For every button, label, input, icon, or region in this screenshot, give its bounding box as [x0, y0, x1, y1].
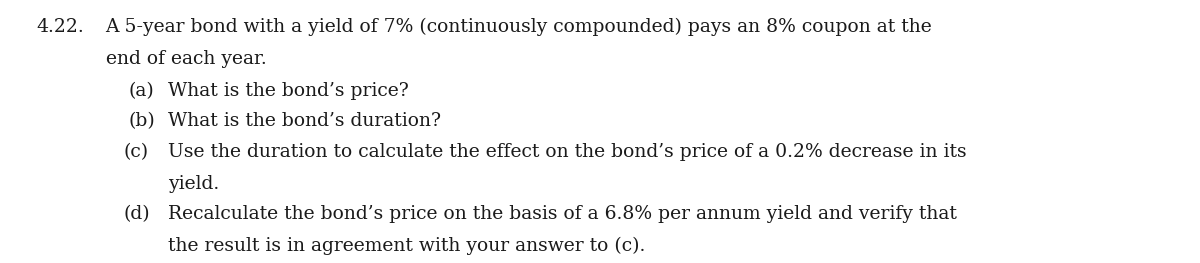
Text: A 5-year bond with a yield of 7% (continuously compounded) pays an 8% coupon at : A 5-year bond with a yield of 7% (contin…	[106, 18, 932, 36]
Text: yield.: yield.	[168, 175, 220, 193]
Text: (a): (a)	[128, 82, 154, 100]
Text: Recalculate the bond’s price on the basis of a 6.8% per annum yield and verify t: Recalculate the bond’s price on the basi…	[168, 205, 956, 223]
Text: What is the bond’s duration?: What is the bond’s duration?	[168, 112, 442, 130]
Text: end of each year.: end of each year.	[106, 50, 266, 68]
Text: 4.22.: 4.22.	[36, 18, 84, 36]
Text: (c): (c)	[124, 143, 149, 161]
Text: the result is in agreement with your answer to (c).: the result is in agreement with your ans…	[168, 237, 646, 255]
Text: What is the bond’s price?: What is the bond’s price?	[168, 82, 409, 100]
Text: (d): (d)	[124, 205, 150, 223]
Text: (b): (b)	[128, 112, 155, 130]
Text: Use the duration to calculate the effect on the bond’s price of a 0.2% decrease : Use the duration to calculate the effect…	[168, 143, 967, 161]
